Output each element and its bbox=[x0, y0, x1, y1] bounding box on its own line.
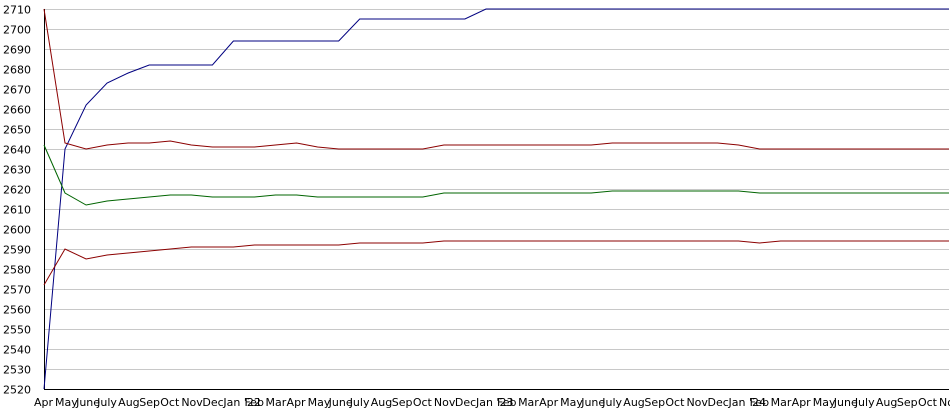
y-tick-label: 2670 bbox=[3, 84, 31, 97]
y-tick-label: 2640 bbox=[3, 144, 31, 157]
x-tick-label: July bbox=[854, 396, 875, 409]
x-tick-label: Apr bbox=[792, 396, 812, 409]
series-line bbox=[43, 240, 949, 286]
y-tick-label: 2540 bbox=[3, 344, 31, 357]
x-tick-label: June bbox=[75, 396, 100, 409]
gridlines bbox=[44, 9, 949, 390]
y-tick-label: 2620 bbox=[3, 184, 31, 197]
x-tick-label: Dec bbox=[202, 396, 223, 409]
y-tick-label: 2700 bbox=[3, 24, 31, 37]
x-tick-label: Nov bbox=[181, 396, 203, 409]
x-tick-label: July bbox=[349, 396, 370, 409]
x-tick-label: May bbox=[308, 396, 331, 409]
x-tick-label: Apr bbox=[34, 396, 54, 409]
series-lines bbox=[43, 8, 949, 390]
x-tick-label: Aug bbox=[623, 396, 644, 409]
y-tick-label: 2630 bbox=[3, 164, 31, 177]
x-tick-label: Sep bbox=[139, 396, 160, 409]
x-tick-label: Feb bbox=[497, 396, 516, 409]
y-tick-label: 2550 bbox=[3, 324, 31, 337]
y-tick-label: 2660 bbox=[3, 104, 31, 117]
y-tick-label: 2650 bbox=[3, 124, 31, 137]
x-tick-label: May bbox=[55, 396, 78, 409]
y-tick-label: 2600 bbox=[3, 224, 31, 237]
x-tick-label: Mar bbox=[518, 396, 539, 409]
x-tick-label: Feb bbox=[750, 396, 769, 409]
x-tick-label: Nov bbox=[434, 396, 456, 409]
x-tick-label: Sep bbox=[644, 396, 665, 409]
x-tick-label: Sep bbox=[392, 396, 413, 409]
x-tick-label: Aug bbox=[876, 396, 897, 409]
x-tick-label: Feb bbox=[244, 396, 263, 409]
y-tick-label: 2530 bbox=[3, 364, 31, 377]
x-tick-label: June bbox=[833, 396, 858, 409]
y-tick-label: 2580 bbox=[3, 264, 31, 277]
x-tick-label: Dec bbox=[455, 396, 476, 409]
x-tick-label: Apr bbox=[287, 396, 307, 409]
x-tick-label: Oct bbox=[918, 396, 938, 409]
x-tick-label: Dec bbox=[707, 396, 728, 409]
x-tick-label: Jan '22 bbox=[222, 396, 260, 409]
series-line bbox=[43, 8, 949, 390]
x-tick-label: Oct bbox=[160, 396, 180, 409]
y-tick-label: 2610 bbox=[3, 204, 31, 217]
series-line bbox=[43, 8, 949, 150]
x-tick-label: May bbox=[813, 396, 836, 409]
x-tick-label: Oct bbox=[413, 396, 433, 409]
x-tick-label: July bbox=[96, 396, 117, 409]
x-tick-label: Jan '24 bbox=[728, 396, 766, 409]
y-axis: 2520 2530 2540 2550 2560 2570 2580 2590 2600 2610… bbox=[3, 4, 45, 397]
x-tick-label: Mar bbox=[266, 396, 287, 409]
x-tick-label: Oct bbox=[665, 396, 685, 409]
x-tick-label: June bbox=[328, 396, 353, 409]
series-line bbox=[43, 144, 949, 206]
x-tick-label: Apr bbox=[539, 396, 559, 409]
y-tick-label: 2590 bbox=[3, 244, 31, 257]
x-tick-label: Nov bbox=[686, 396, 708, 409]
x-tick-label: Aug bbox=[118, 396, 139, 409]
y-tick-label: 2570 bbox=[3, 284, 31, 297]
x-tick-label: Aug bbox=[371, 396, 392, 409]
y-tick-label: 2560 bbox=[3, 304, 31, 317]
x-tick-label: Jan '23 bbox=[475, 396, 513, 409]
x-tick-label: June bbox=[580, 396, 605, 409]
y-tick-label: 2520 bbox=[3, 384, 31, 397]
x-tick-label: July bbox=[601, 396, 622, 409]
y-tick-label: 2710 bbox=[3, 4, 31, 17]
x-tick-label: May bbox=[560, 396, 583, 409]
x-tick-label: Sep bbox=[897, 396, 918, 409]
y-tick-label: 2680 bbox=[3, 64, 31, 77]
y-tick-label: 2690 bbox=[3, 44, 31, 57]
x-tick-label: Nov bbox=[939, 396, 950, 409]
x-tick-label: Mar bbox=[771, 396, 792, 409]
